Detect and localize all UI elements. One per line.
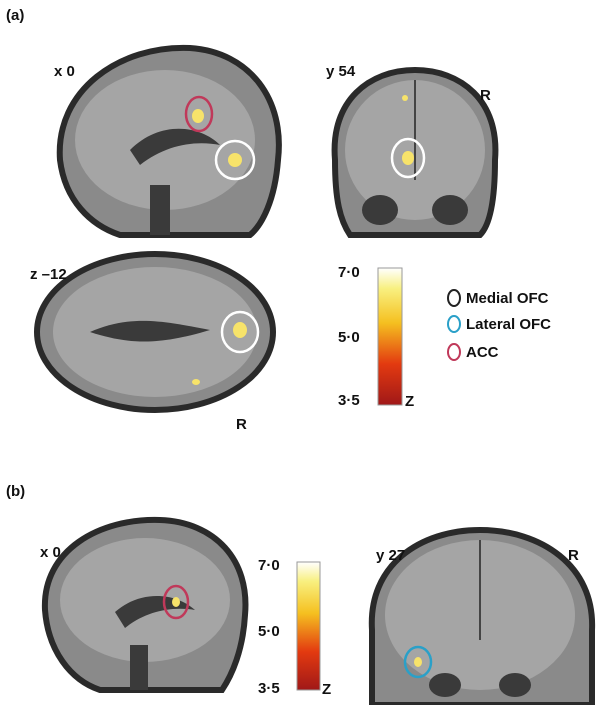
activation — [414, 657, 422, 667]
side-label: R — [480, 87, 491, 104]
brainstem — [130, 645, 148, 690]
slice-coordinate: x 0 — [54, 63, 75, 80]
colorbar-tick: 7·0 — [258, 557, 280, 574]
activation — [192, 109, 204, 123]
slice-coordinate: x 0 — [40, 544, 61, 561]
colorbar-tick: 5·0 — [258, 623, 280, 640]
orbit — [362, 195, 398, 225]
axial-image — [37, 254, 273, 410]
colorbar-unit: Z — [405, 393, 414, 410]
colorbar — [378, 268, 402, 405]
sagittal-image — [45, 520, 246, 690]
legend-marker — [448, 290, 460, 306]
activation — [192, 379, 200, 385]
legend-label: Lateral OFC — [466, 316, 551, 333]
legend-marker — [448, 316, 460, 332]
colorbar-tick: 3·5 — [258, 680, 280, 697]
colorbar-tick: 5·0 — [338, 329, 360, 346]
slice-coordinate: y 54 — [326, 63, 356, 80]
legend-label: ACC — [466, 344, 499, 361]
colorbar — [297, 562, 320, 690]
slice-coordinate: y 27 — [376, 547, 405, 564]
panel-label: (a) — [6, 7, 24, 24]
sagittal-image — [60, 48, 279, 235]
activation — [402, 95, 408, 101]
colorbar-tick: 3·5 — [338, 392, 360, 409]
legend: Medial OFC Lateral OFC ACC — [448, 290, 551, 361]
activation — [233, 322, 247, 338]
legend-marker — [448, 344, 460, 360]
side-label: R — [568, 547, 579, 564]
side-label: R — [236, 416, 247, 433]
orbit — [499, 673, 531, 697]
activation — [228, 153, 242, 167]
activation — [172, 597, 180, 607]
panel-label: (b) — [6, 483, 25, 500]
orbit — [429, 673, 461, 697]
colorbar-unit: Z — [322, 681, 331, 698]
colorbar-tick: 7·0 — [338, 264, 360, 281]
figure: (a) x 0 y 54 R z –12 R 7·0 5·0 3·5 Z — [0, 0, 605, 705]
coronal-image — [335, 70, 496, 235]
legend-label: Medial OFC — [466, 290, 549, 307]
slice-coordinate: z –12 — [30, 266, 67, 283]
activation — [402, 151, 414, 165]
orbit — [432, 195, 468, 225]
brainstem — [150, 185, 170, 235]
